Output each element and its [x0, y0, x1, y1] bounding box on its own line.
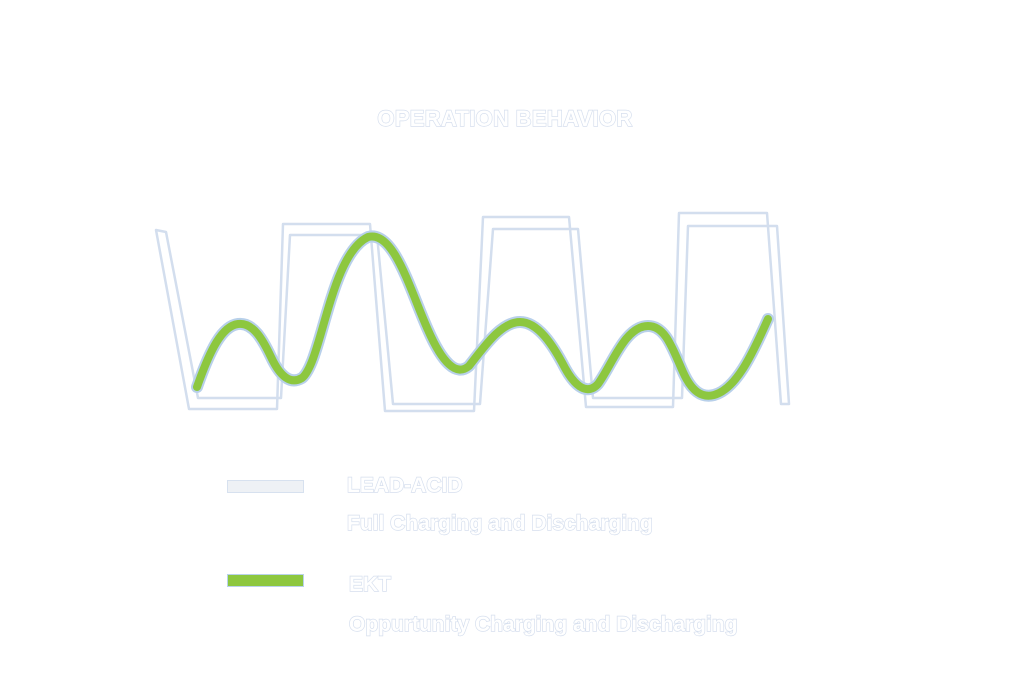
ekt-legend-subtitle: Oppurtunity Charging and Discharging [348, 612, 738, 636]
ekt-legend-swatch [227, 574, 304, 587]
diagram-title: OPERATION BEHAVIOR [377, 105, 633, 131]
lead-acid-legend-swatch [227, 480, 304, 493]
lead-acid-waveform [154, 211, 791, 413]
ekt-legend-title: EKT [348, 572, 391, 596]
lead-acid-legend-subtitle: Full Charging and Discharging [346, 511, 653, 535]
ekt-waveform [193, 232, 772, 400]
lead-acid-legend-title: LEAD-ACID [346, 473, 463, 497]
